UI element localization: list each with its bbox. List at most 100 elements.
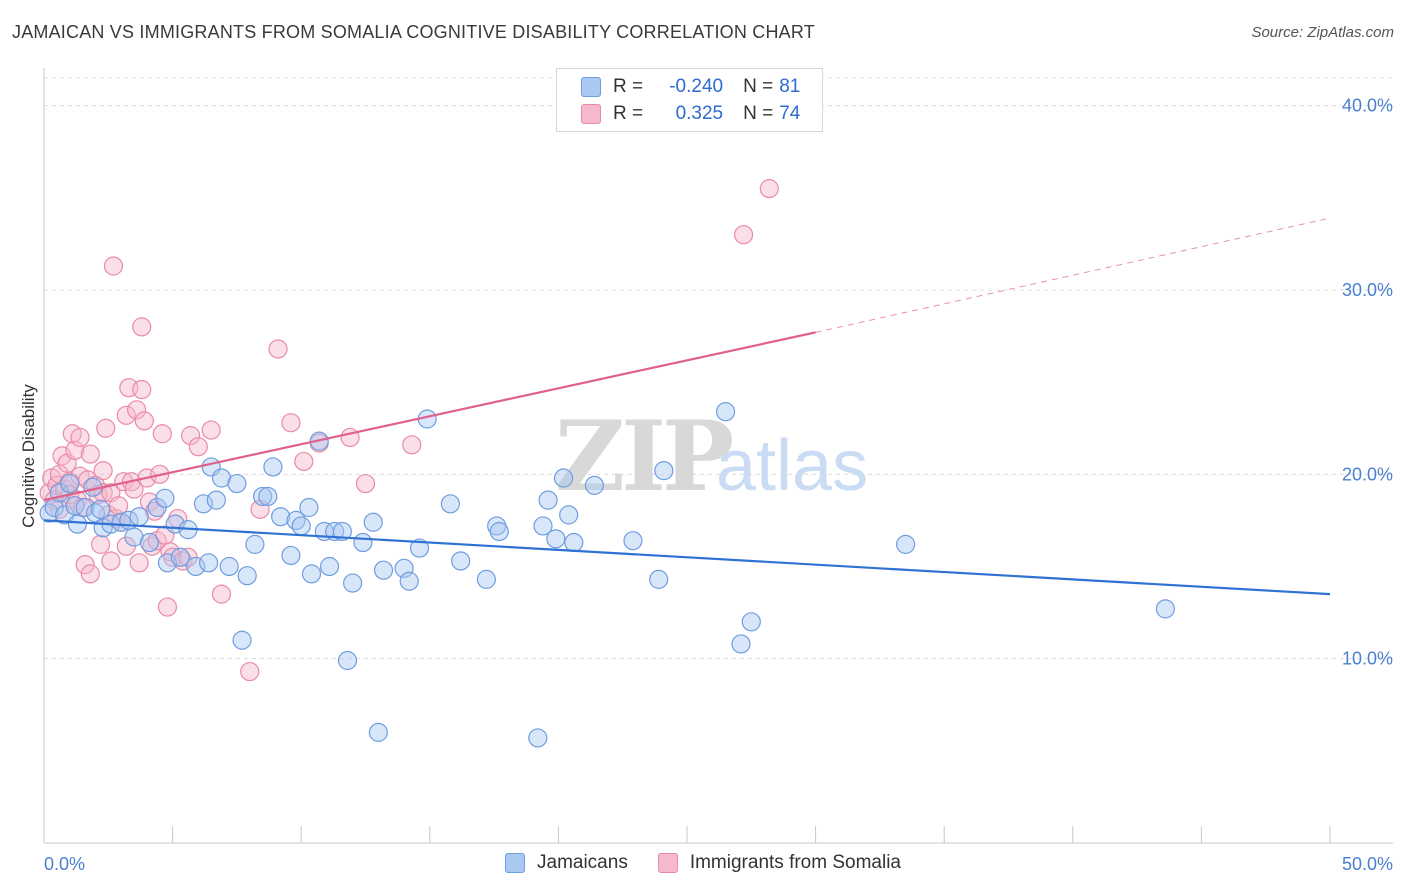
trend-lines xyxy=(43,217,1331,596)
jamaican-point xyxy=(193,494,214,514)
somalia-point xyxy=(116,405,136,425)
y-tick-label: 40.0% xyxy=(1342,96,1393,116)
jamaican-trend-line xyxy=(43,519,1331,596)
somalia-point xyxy=(733,225,754,245)
jamaican-point xyxy=(291,516,311,536)
jamaican-point xyxy=(263,457,283,477)
somalia-point xyxy=(101,551,121,571)
somalia-point xyxy=(201,420,221,440)
jamaican-point xyxy=(546,529,566,549)
watermark-atlas: atlas xyxy=(716,426,868,506)
jamaican-point xyxy=(373,560,394,580)
legend-swatch-blue xyxy=(505,853,525,873)
jamaican-point xyxy=(451,551,471,571)
legend-swatch-pink xyxy=(581,104,601,124)
x-tick-label: 0.0% xyxy=(44,854,85,874)
somalia-point xyxy=(759,179,779,199)
somalia-point xyxy=(240,661,260,682)
jamaican-point xyxy=(60,473,80,494)
jamaican-point xyxy=(232,630,252,650)
somalia-trend-extension xyxy=(815,217,1331,333)
legend-label-jamaicans: Jamaicans xyxy=(537,852,628,873)
jamaican-point xyxy=(440,494,460,514)
jamaican-point xyxy=(584,475,605,495)
jamaican-point xyxy=(299,497,319,518)
x-tick-label: 50.0% xyxy=(1342,854,1393,874)
somalia-point xyxy=(70,427,90,448)
somalia-point xyxy=(157,597,178,617)
somalia-point xyxy=(129,553,149,573)
somalia-point xyxy=(355,473,376,494)
jamaican-point xyxy=(623,531,643,551)
somalia-point xyxy=(75,555,95,575)
somalia-point xyxy=(152,424,172,444)
legend-n-label: N = xyxy=(743,103,774,124)
legend-n-value: 81 xyxy=(779,76,801,97)
somalia-point xyxy=(80,564,100,584)
somalia-point xyxy=(132,379,152,400)
jamaican-point xyxy=(564,532,584,553)
somalia-point xyxy=(281,413,301,433)
somalia-point xyxy=(134,411,154,431)
jamaican-point xyxy=(301,564,322,584)
somalia-point xyxy=(103,256,124,276)
jamaican-point xyxy=(90,499,111,519)
jamaican-point xyxy=(245,534,265,554)
jamaican-point xyxy=(1155,599,1175,619)
jamaican-point xyxy=(363,512,383,532)
watermark-zip: ZIP xyxy=(555,400,732,513)
jamaican-point xyxy=(332,521,352,542)
legend-r-label: R = xyxy=(613,103,644,124)
axes xyxy=(43,68,1393,844)
jamaican-point xyxy=(399,571,419,591)
jamaican-point xyxy=(741,612,761,632)
legend-item-somalia[interactable]: Immigrants from Somalia xyxy=(657,852,901,874)
jamaican-point xyxy=(553,468,574,488)
somalia-point xyxy=(181,426,201,446)
chart-source: Source: ZipAtlas.com xyxy=(1251,24,1394,41)
jamaican-point xyxy=(39,503,59,523)
somalia-point xyxy=(294,451,314,472)
watermark: ZIP atlas xyxy=(555,400,868,513)
somalia-point xyxy=(96,418,116,438)
y-tick-label: 10.0% xyxy=(1342,649,1393,669)
jamaican-point xyxy=(129,507,149,527)
legend-r-value: 0.325 xyxy=(675,103,724,124)
jamaican-point xyxy=(337,650,358,671)
legend-row-jamaicans: R = -0.240 N = 81 xyxy=(581,75,800,99)
jamaican-point xyxy=(353,532,373,553)
jamaican-point xyxy=(271,507,291,527)
jamaican-point xyxy=(155,488,175,508)
jamaican-point xyxy=(319,556,340,577)
jamaican-point xyxy=(253,486,273,507)
somalia-point xyxy=(142,536,162,556)
somalia-point xyxy=(211,584,232,604)
jamaican-point xyxy=(219,556,239,577)
jamaican-point xyxy=(258,486,278,507)
jamaican-point xyxy=(281,545,301,566)
jamaican-point xyxy=(199,553,219,573)
y-axis-label: Cognitive Disability xyxy=(19,384,38,528)
legend-label-somalia: Immigrants from Somalia xyxy=(689,852,901,873)
somalia-trend-line xyxy=(43,331,816,502)
jamaican-point xyxy=(368,722,388,742)
somalia-point xyxy=(108,496,129,516)
somalia-point xyxy=(402,435,422,455)
series-legend: Jamaicans Immigrants from Somalia xyxy=(0,852,1406,874)
somalia-point xyxy=(126,400,147,420)
legend-item-jamaicans[interactable]: Jamaicans xyxy=(505,852,628,874)
jamaican-point xyxy=(139,532,160,553)
jamaican-point xyxy=(731,634,751,654)
jamaican-point xyxy=(227,473,247,494)
jamaican-point xyxy=(206,490,226,510)
legend-r-value: -0.240 xyxy=(669,76,724,97)
somalia-point xyxy=(93,461,113,481)
somalia-point xyxy=(90,534,111,554)
y-tick-label: 30.0% xyxy=(1342,280,1393,300)
jamaican-point xyxy=(489,521,509,542)
jamaican-point xyxy=(896,534,916,554)
chart-title: JAMAICAN VS IMMIGRANTS FROM SOMALIA COGN… xyxy=(12,22,815,42)
legend-row-somalia: R = 0.325 N = 74 xyxy=(581,102,800,126)
correlation-legend: R = -0.240 N = 81 R = 0.325 N = 74 xyxy=(556,68,823,132)
jamaican-point xyxy=(533,516,553,536)
